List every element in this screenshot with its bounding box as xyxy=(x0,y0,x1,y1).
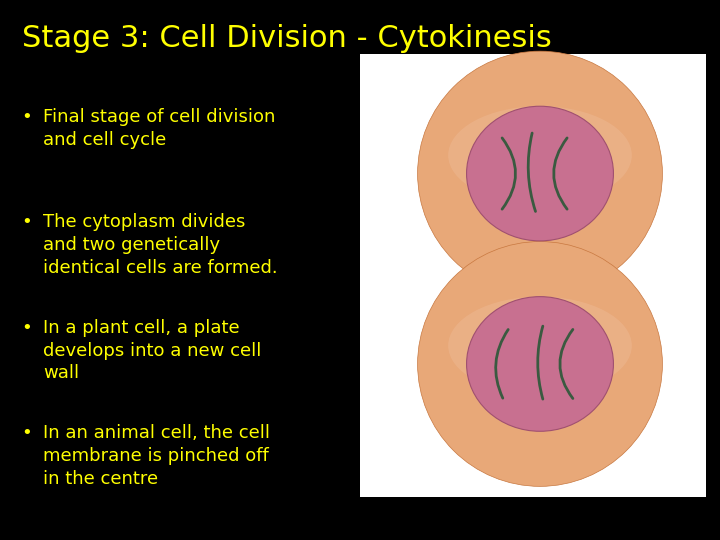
Text: Stage 3: Cell Division - Cytokinesis: Stage 3: Cell Division - Cytokinesis xyxy=(22,24,552,53)
Text: Final stage of cell division
and cell cycle: Final stage of cell division and cell cy… xyxy=(43,108,276,149)
Ellipse shape xyxy=(467,106,613,241)
Ellipse shape xyxy=(418,51,662,296)
Text: In a plant cell, a plate
develops into a new cell
wall: In a plant cell, a plate develops into a… xyxy=(43,319,261,382)
Ellipse shape xyxy=(467,296,613,431)
Text: The cytoplasm divides
and two genetically
identical cells are formed.: The cytoplasm divides and two geneticall… xyxy=(43,213,278,277)
Text: In an animal cell, the cell
membrane is pinched off
in the centre: In an animal cell, the cell membrane is … xyxy=(43,424,270,488)
Ellipse shape xyxy=(418,241,662,487)
Ellipse shape xyxy=(448,106,632,204)
Ellipse shape xyxy=(448,296,632,395)
Text: •: • xyxy=(22,319,32,336)
FancyBboxPatch shape xyxy=(360,54,706,497)
Text: •: • xyxy=(22,424,32,442)
Text: •: • xyxy=(22,213,32,231)
Text: •: • xyxy=(22,108,32,126)
